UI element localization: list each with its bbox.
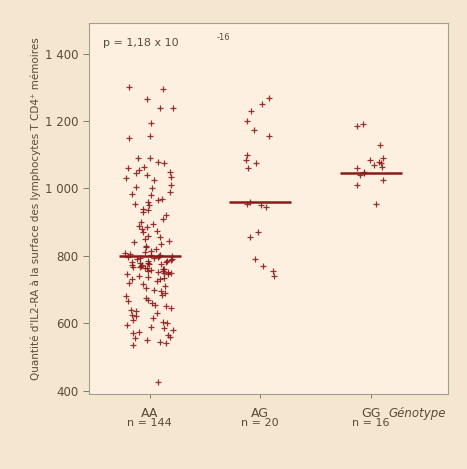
Text: n = 20: n = 20 bbox=[241, 417, 279, 428]
Text: GG: GG bbox=[361, 408, 381, 420]
Text: n = 144: n = 144 bbox=[127, 417, 172, 428]
Text: AG: AG bbox=[251, 408, 269, 420]
Text: n = 16: n = 16 bbox=[352, 417, 389, 428]
Text: p = 1,18 x 10: p = 1,18 x 10 bbox=[103, 38, 179, 48]
Text: AA: AA bbox=[141, 408, 158, 420]
Y-axis label: Quantité d'IL2-RA à la surface des lymphocytes T CD4⁺ mémoires: Quantité d'IL2-RA à la surface des lymph… bbox=[30, 38, 41, 380]
Text: Génotype: Génotype bbox=[389, 408, 446, 420]
Text: -16: -16 bbox=[216, 33, 230, 42]
